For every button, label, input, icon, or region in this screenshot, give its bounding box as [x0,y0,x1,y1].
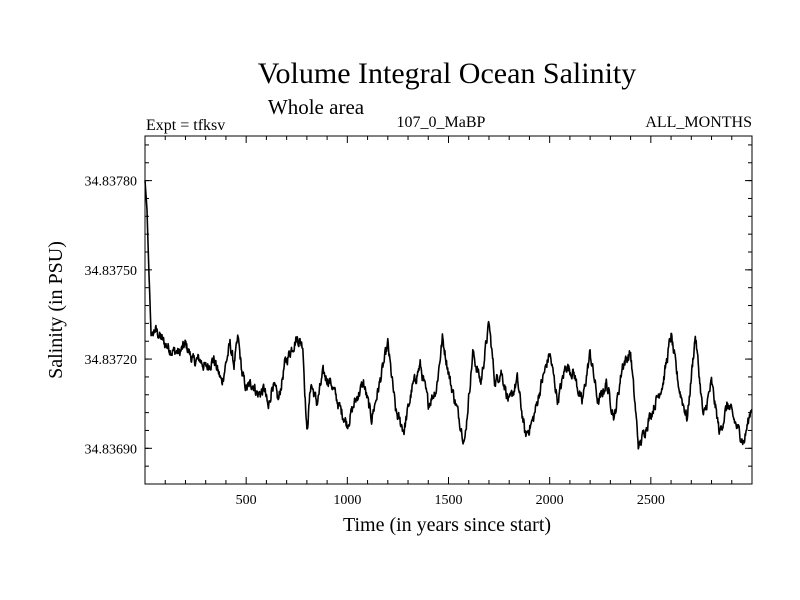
x-tick-label: 1000 [333,493,361,508]
x-tick-label: 2000 [536,493,564,508]
run-label: 107_0_MaBP [397,114,486,131]
y-axis-label: Salinity (in PSU) [45,241,67,379]
y-axis: 34.83690 34.83720 34.83750 34.83780 [85,144,752,485]
x-axis-label: Time (in years since start) [343,514,551,536]
x-tick-label: 2500 [637,493,665,508]
salinity-line [144,180,753,450]
x-tick-label: 500 [236,493,257,508]
period-label: ALL_MONTHS [645,114,752,131]
y-tick-label: 34.83690 [85,442,138,457]
x-tick-label: 1500 [435,493,463,508]
y-tick-label: 34.83750 [85,264,138,279]
x-axis: 500 1000 1500 2000 2500 [164,136,733,508]
plot-frame [144,135,753,485]
chart-subtitle: Whole area [268,95,365,119]
experiment-label: Expt = tfksv [146,117,225,134]
chart-title: Volume Integral Ocean Salinity [258,57,637,90]
y-tick-label: 34.83780 [85,175,138,190]
y-tick-label: 34.83720 [85,353,138,368]
